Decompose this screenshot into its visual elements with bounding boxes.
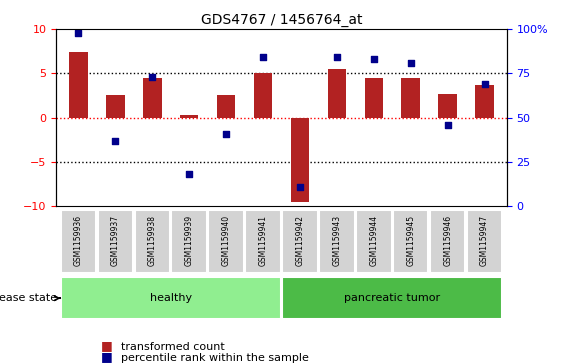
Bar xyxy=(106,95,124,118)
Point xyxy=(148,74,157,80)
Bar xyxy=(328,69,346,118)
FancyBboxPatch shape xyxy=(245,210,281,273)
FancyBboxPatch shape xyxy=(319,210,355,273)
FancyBboxPatch shape xyxy=(172,210,207,273)
Text: GSM1159941: GSM1159941 xyxy=(258,215,267,266)
Text: GSM1159938: GSM1159938 xyxy=(148,215,157,266)
Point xyxy=(443,122,452,127)
Text: GSM1159939: GSM1159939 xyxy=(185,215,194,266)
Point xyxy=(258,54,267,60)
FancyBboxPatch shape xyxy=(282,277,502,319)
FancyBboxPatch shape xyxy=(135,210,170,273)
FancyBboxPatch shape xyxy=(97,210,133,273)
FancyBboxPatch shape xyxy=(430,210,466,273)
Bar xyxy=(69,52,88,118)
Bar xyxy=(439,94,457,118)
Point xyxy=(296,184,305,189)
FancyBboxPatch shape xyxy=(208,210,244,273)
Point xyxy=(369,56,378,62)
Text: GSM1159944: GSM1159944 xyxy=(369,215,378,266)
Point xyxy=(406,60,415,66)
Point xyxy=(332,54,341,60)
FancyBboxPatch shape xyxy=(61,210,96,273)
Text: GSM1159946: GSM1159946 xyxy=(443,215,452,266)
Point xyxy=(185,171,194,177)
Bar xyxy=(143,78,162,118)
FancyBboxPatch shape xyxy=(393,210,428,273)
Point xyxy=(222,131,231,136)
Text: healthy: healthy xyxy=(150,293,192,303)
Text: GSM1159947: GSM1159947 xyxy=(480,215,489,266)
FancyBboxPatch shape xyxy=(282,210,318,273)
Bar xyxy=(365,78,383,118)
Text: GSM1159942: GSM1159942 xyxy=(296,215,305,266)
FancyBboxPatch shape xyxy=(61,277,281,319)
Point xyxy=(111,138,120,143)
Text: GSM1159937: GSM1159937 xyxy=(111,215,120,266)
Text: ■: ■ xyxy=(101,350,113,363)
Point xyxy=(74,30,83,36)
Text: GSM1159945: GSM1159945 xyxy=(406,215,415,266)
Text: GSM1159940: GSM1159940 xyxy=(222,215,231,266)
Bar xyxy=(254,73,272,118)
Bar xyxy=(291,118,309,202)
Text: percentile rank within the sample: percentile rank within the sample xyxy=(121,353,309,363)
Text: disease state: disease state xyxy=(0,293,60,303)
Text: ■: ■ xyxy=(101,339,113,352)
Text: GSM1159943: GSM1159943 xyxy=(332,215,341,266)
Text: transformed count: transformed count xyxy=(121,342,225,352)
Bar xyxy=(475,85,494,118)
FancyBboxPatch shape xyxy=(467,210,502,273)
Text: GSM1159936: GSM1159936 xyxy=(74,215,83,266)
FancyBboxPatch shape xyxy=(356,210,391,273)
Text: pancreatic tumor: pancreatic tumor xyxy=(344,293,440,303)
Bar xyxy=(401,78,420,118)
Point xyxy=(480,81,489,87)
Title: GDS4767 / 1456764_at: GDS4767 / 1456764_at xyxy=(201,13,362,26)
Bar xyxy=(180,115,198,118)
Bar xyxy=(217,94,235,118)
